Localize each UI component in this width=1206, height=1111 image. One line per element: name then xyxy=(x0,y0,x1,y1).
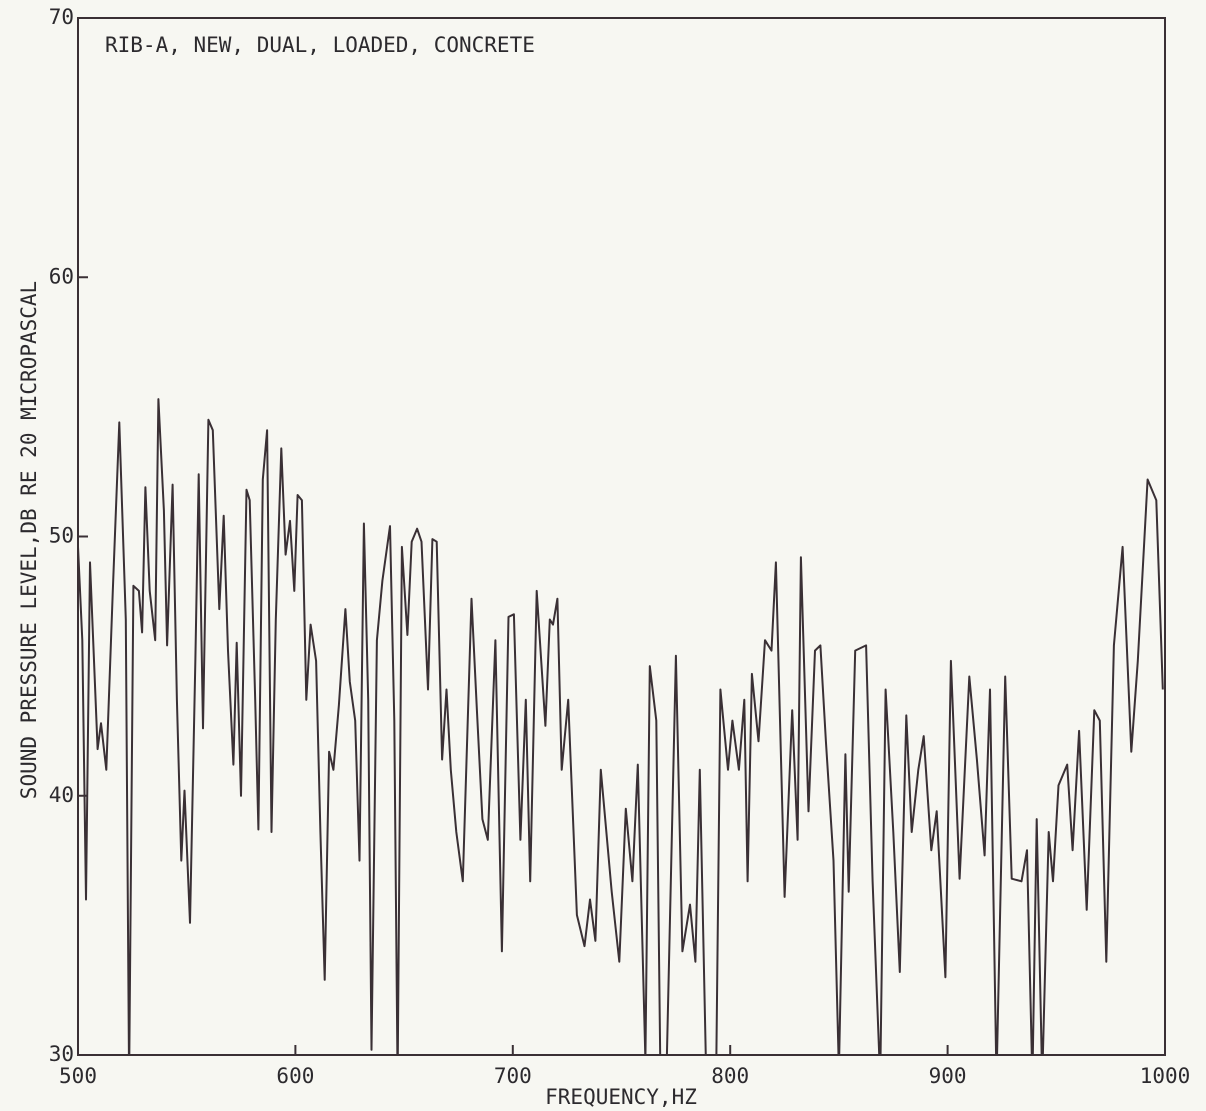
data-line xyxy=(78,398,1164,1055)
x-tick-label: 900 xyxy=(929,1064,967,1088)
chart-title: RIB-A, NEW, DUAL, LOADED, CONCRETE xyxy=(105,33,535,57)
y-axis-label: SOUND PRESSURE LEVEL,DB RE 20 MICROPASCA… xyxy=(17,281,41,799)
x-tick-label: 1000 xyxy=(1140,1064,1191,1088)
y-tick-label: 50 xyxy=(49,524,74,548)
x-tick-label: 600 xyxy=(276,1064,314,1088)
y-tick-label: 40 xyxy=(49,783,74,807)
x-axis-label: FREQUENCY,HZ xyxy=(545,1085,697,1109)
y-tick-label: 60 xyxy=(49,264,74,288)
x-tick-label: 700 xyxy=(494,1064,532,1088)
x-tick-label: 500 xyxy=(59,1064,97,1088)
x-tick-label: 800 xyxy=(711,1064,749,1088)
y-tick-label: 70 xyxy=(49,5,74,29)
y-tick-label: 30 xyxy=(49,1042,74,1066)
